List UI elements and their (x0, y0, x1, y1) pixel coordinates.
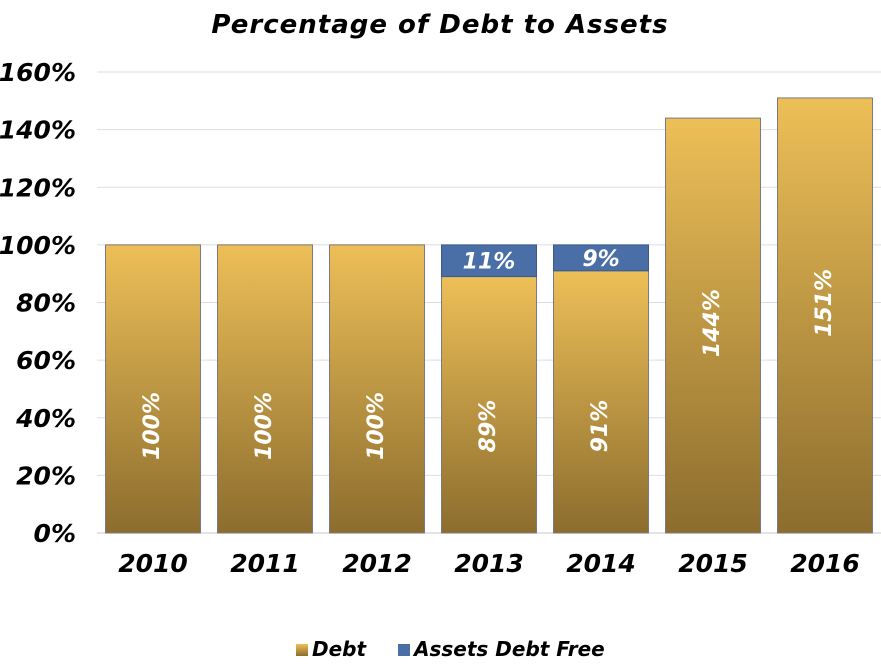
bar-assets-debt-free (441, 244, 537, 278)
bar-data-label: 91% (588, 400, 613, 453)
bar-data-label: 9% (582, 247, 619, 272)
legend-label-assets-debt-free: Assets Debt Free (412, 637, 605, 661)
bar-data-label: 89% (476, 400, 501, 453)
bar-assets-debt-free (553, 244, 649, 272)
bar-data-label: 100% (252, 392, 277, 460)
bar-debt (217, 244, 313, 534)
y-tick-label: 0% (34, 519, 76, 548)
legend-swatch-debt (296, 644, 308, 656)
bar-data-label: 151% (812, 269, 837, 337)
x-axis-ticks: 2010 2011 2012 2013 2014 2015 2016 (118, 549, 860, 578)
legend: Debt Assets Debt Free (296, 637, 605, 661)
y-tick-label: 60% (16, 346, 76, 375)
legend-label-debt: Debt (312, 637, 367, 661)
y-axis-ticks: 0% 20% 40% 60% 80% 100% 120% 140% 160% (0, 58, 76, 548)
x-tick-label: 2012 (342, 549, 412, 578)
legend-swatch-assets-debt-free (398, 644, 410, 656)
bar-debt (777, 97, 873, 534)
x-tick-label: 2011 (230, 549, 300, 578)
bar-debt (665, 117, 761, 534)
bars: 100% 100% 100% 89% 11% 91% 9% 144% 151% (105, 97, 873, 534)
bar-debt (105, 244, 201, 534)
bar-data-label: 100% (364, 392, 389, 460)
bar-data-label: 100% (140, 392, 165, 460)
chart-title: Percentage of Debt to Assets (211, 10, 668, 40)
y-tick-label: 20% (16, 461, 76, 490)
x-tick-label: 2015 (678, 549, 748, 578)
bar-data-label: 11% (463, 250, 516, 275)
y-tick-label: 120% (0, 173, 76, 202)
x-tick-label: 2014 (566, 549, 636, 578)
y-tick-label: 40% (15, 404, 76, 433)
y-tick-label: 140% (0, 116, 76, 145)
y-tick-label: 80% (16, 289, 76, 318)
x-tick-label: 2016 (790, 549, 860, 578)
y-tick-label: 100% (0, 231, 76, 260)
bar-data-label: 144% (700, 289, 725, 357)
y-tick-label: 160% (0, 58, 76, 87)
bar-debt (329, 244, 425, 534)
bar-debt (441, 276, 537, 534)
x-tick-label: 2013 (454, 549, 524, 578)
x-tick-label: 2010 (118, 549, 188, 578)
bar-debt (553, 270, 649, 534)
